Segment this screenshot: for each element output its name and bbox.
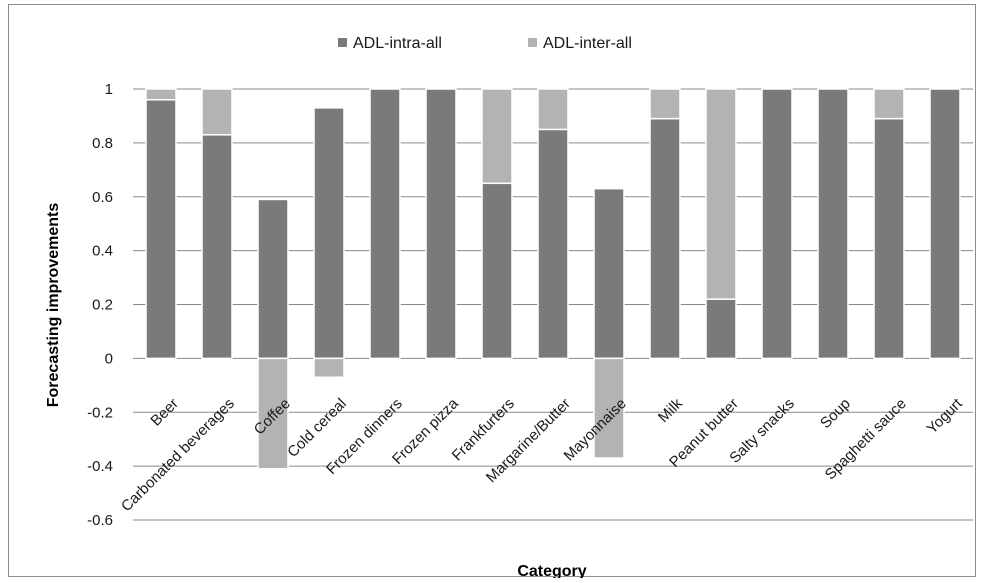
bar-ADL-intra-all	[369, 88, 401, 360]
legend: ADL-intra-all ADL-inter-all	[338, 35, 632, 52]
bar-ADL-intra-all	[929, 88, 961, 360]
bar-ADL-inter-all	[481, 88, 513, 185]
bar-ADL-intra-all	[257, 198, 289, 360]
bar-ADL-intra-all	[593, 187, 625, 360]
bar-ADL-inter-all	[313, 357, 345, 378]
y-tick-label: 1	[105, 81, 113, 98]
bar-ADL-inter-all	[593, 357, 625, 459]
bar-ADL-inter-all	[201, 88, 233, 136]
bar-ADL-intra-all	[537, 128, 569, 360]
y-tick-labels: -0.6 -0.4 -0.2 0 0.2 0.4 0.6 0.8 1	[87, 81, 113, 529]
bar-ADL-intra-all	[481, 182, 513, 360]
bar-ADL-inter-all	[257, 357, 289, 470]
bar-ADL-intra-all	[649, 117, 681, 360]
bar-ADL-intra-all	[313, 107, 345, 360]
y-tick-label: 0.8	[92, 135, 113, 152]
y-tick-label: -0.4	[87, 458, 113, 475]
x-category-label: Soup	[817, 395, 854, 432]
bar-ADL-intra-all	[145, 99, 177, 360]
x-category-label: Yogurt	[924, 395, 967, 438]
bar-ADL-inter-all	[873, 88, 905, 120]
y-tick-label: 0.4	[92, 243, 113, 260]
bar-ADL-intra-all	[817, 88, 849, 360]
bar-ADL-inter-all	[649, 88, 681, 120]
bar-ADL-inter-all	[705, 88, 737, 300]
x-category-label: Carbonated beverages	[118, 395, 238, 515]
bar-ADL-inter-all	[537, 88, 569, 131]
chart-svg: ADL-intra-all ADL-inter-all -0.6 -0.4 -0.2 0…	[45, 35, 973, 578]
bar-ADL-intra-all	[873, 117, 905, 360]
bars	[145, 88, 961, 470]
x-category-label: Milk	[655, 395, 686, 426]
y-tick-label: -0.6	[87, 512, 113, 529]
y-axis-title: Forecasting improvements	[45, 203, 62, 408]
bar-ADL-intra-all	[201, 134, 233, 360]
legend-label: ADL-inter-all	[543, 35, 632, 52]
bar-ADL-intra-all	[761, 88, 793, 360]
x-axis-title: Category	[517, 563, 586, 578]
legend-swatch	[338, 38, 347, 47]
legend-swatch	[528, 38, 537, 47]
y-tick-label: 0.2	[92, 297, 113, 314]
chart-frame: ADL-intra-all ADL-inter-all -0.6 -0.4 -0.2 0…	[8, 4, 976, 578]
bar-ADL-inter-all	[145, 88, 177, 101]
y-tick-label: 0	[105, 350, 113, 367]
y-tick-label: 0.6	[92, 189, 113, 206]
legend-label: ADL-intra-all	[353, 35, 442, 52]
y-tick-label: -0.2	[87, 404, 113, 421]
bar-ADL-intra-all	[705, 298, 737, 360]
bar-ADL-intra-all	[425, 88, 457, 360]
